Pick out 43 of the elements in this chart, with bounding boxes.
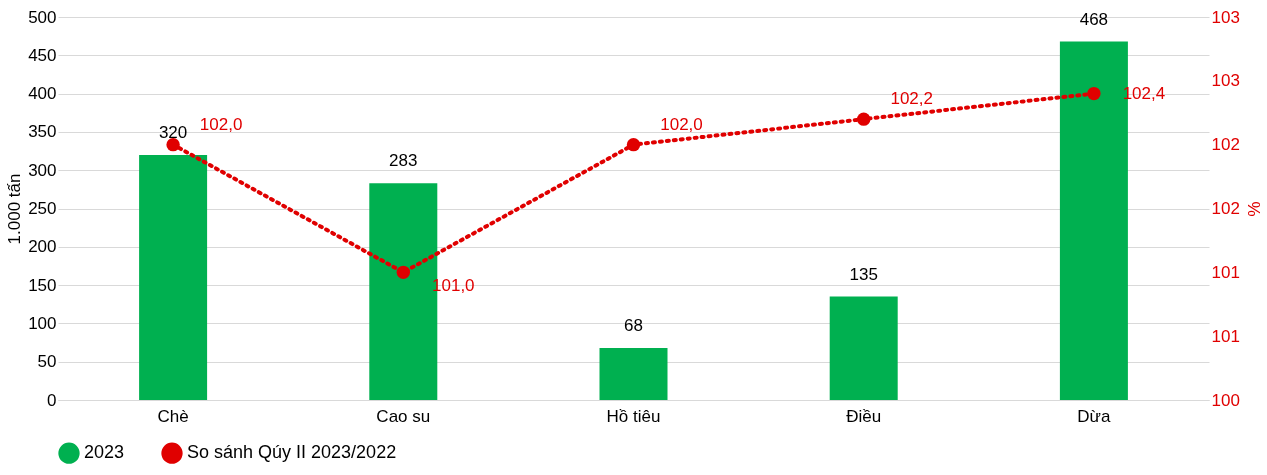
x-tick-label: Dừa <box>1077 406 1111 426</box>
bar <box>829 296 898 400</box>
bar <box>139 154 208 400</box>
y-axis-title: 1.000 tấn <box>5 173 25 245</box>
y-tick-label: 50 <box>37 352 57 372</box>
data-label: 102,2 <box>890 89 933 109</box>
y-tick-label: 200 <box>28 237 57 257</box>
y-tick-label: 150 <box>28 275 57 295</box>
y-tick-label: 350 <box>28 122 57 142</box>
data-label: 283 <box>389 151 418 171</box>
point <box>856 112 871 126</box>
x-tick-label: Chè <box>157 406 189 426</box>
x-tick-label: Cao su <box>376 406 431 426</box>
y-tick-label: 400 <box>28 84 57 104</box>
y-tick-label: 450 <box>28 45 57 65</box>
legend-label: 2023 <box>84 442 125 463</box>
y2-tick-label: 102 <box>1211 199 1240 218</box>
y2-axis-title: % <box>1243 201 1263 217</box>
bar <box>599 347 668 400</box>
point <box>626 137 641 152</box>
y-tick-label: 250 <box>28 199 57 218</box>
data-label: 320 <box>158 122 188 142</box>
data-label: 102,0 <box>199 114 243 134</box>
point <box>396 265 411 280</box>
x-tick-label: Điều <box>846 406 882 426</box>
legend-label: So sánh Qúy II 2023/2022 <box>187 442 397 463</box>
y2-tick-label: 101 <box>1211 262 1240 282</box>
data-label: 102,0 <box>660 114 703 134</box>
y2-tick-label: 101 <box>1211 326 1240 346</box>
data-label: 68 <box>624 315 643 335</box>
y-tick-label: 500 <box>28 7 57 27</box>
y2-tick-label: 103 <box>1211 7 1240 27</box>
point <box>1087 86 1101 101</box>
y-tick-label: 100 <box>28 313 57 333</box>
y-tick-label: 300 <box>28 160 57 180</box>
y2-tick-label: 103 <box>1211 71 1240 91</box>
data-label: 135 <box>849 264 878 284</box>
y-tick-label: 0 <box>47 390 57 410</box>
y2-tick-label: 102 <box>1211 135 1240 155</box>
point <box>166 137 180 152</box>
data-label: 468 <box>1079 9 1109 29</box>
y2-tick-label: 100 <box>1211 390 1240 410</box>
x-tick-label: Hồ tiêu <box>606 406 661 426</box>
